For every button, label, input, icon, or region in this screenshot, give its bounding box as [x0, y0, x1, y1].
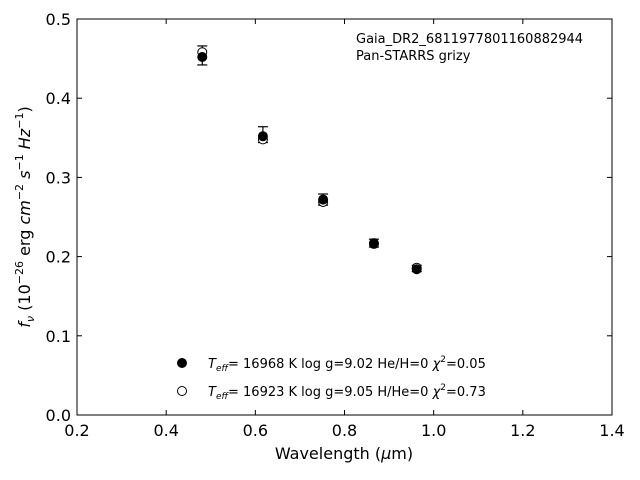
- y-tick-label: 0.2: [46, 248, 71, 267]
- y-tick-label: 0.0: [46, 406, 71, 425]
- y-tick-label: 0.5: [46, 10, 71, 29]
- x-axis-label: Wavelength (μm): [275, 444, 413, 463]
- data-point-filled: [318, 194, 329, 205]
- y-tick-label: 0.3: [46, 168, 71, 187]
- legend-marker-open: [177, 386, 187, 396]
- legend-label-2: Teff= 16923 K log g=9.05 H/He=0 χ2=0.73: [208, 383, 486, 402]
- x-tick-label: 1.2: [510, 421, 535, 440]
- y-axis-label: fν (10−26 erg cm−2 s−1 Hz−1): [13, 106, 37, 327]
- axis-ticks: 0.2 0.4 0.6 0.8 1.0 1.2 1.4 0.0 0.1 0.2 0.3 0.4 0.5: [46, 10, 625, 440]
- annotation-line-1: Gaia_DR2_6811977801160882944: [356, 32, 583, 47]
- data-points: [197, 45, 422, 275]
- legend: Teff= 16968 K log g=9.02 He/H=0 χ2=0.05 …: [177, 355, 486, 402]
- legend-label-1: Teff= 16968 K log g=9.02 He/H=0 χ2=0.05: [208, 355, 486, 374]
- x-tick-label: 0.6: [243, 421, 268, 440]
- y-tick-label: 0.4: [46, 89, 71, 108]
- data-point-filled: [411, 264, 422, 275]
- y-tick-label: 0.1: [46, 327, 71, 346]
- legend-marker-filled: [177, 358, 187, 368]
- data-point-filled: [257, 131, 268, 142]
- data-point-filled: [368, 238, 379, 249]
- x-tick-label: 0.4: [153, 421, 178, 440]
- x-tick-label: 1.4: [599, 421, 624, 440]
- plot-frame: [76, 18, 613, 416]
- x-tick-label: 0.2: [64, 421, 89, 440]
- x-tick-label: 0.8: [332, 421, 357, 440]
- x-tick-label: 1.0: [421, 421, 446, 440]
- annotation-line-2: Pan-STARRS grizy: [356, 49, 471, 64]
- data-point-filled: [197, 52, 208, 63]
